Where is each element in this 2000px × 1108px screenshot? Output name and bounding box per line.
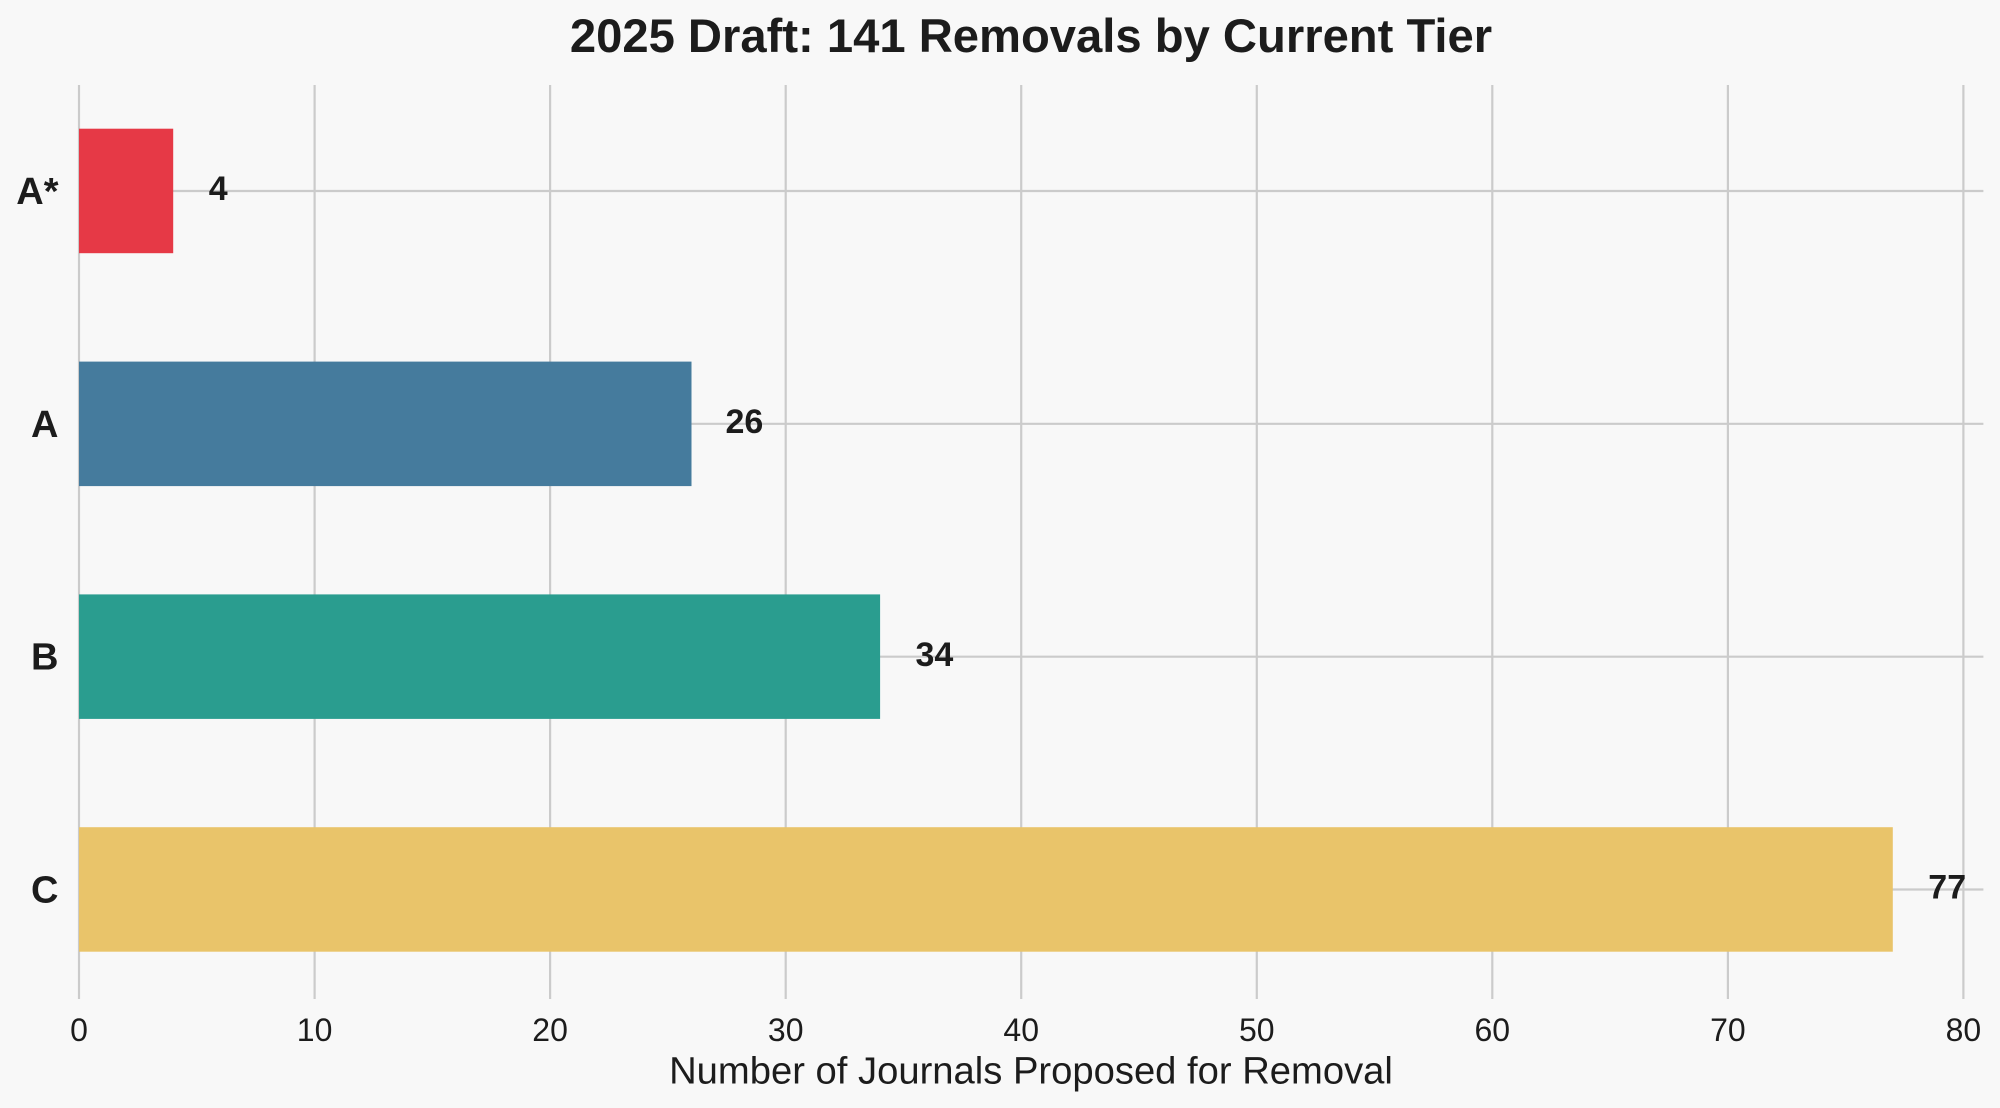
svg-text:Number of Journals Proposed fo: Number of Journals Proposed for Removal — [669, 1050, 1393, 1093]
svg-text:30: 30 — [768, 1012, 804, 1048]
svg-text:20: 20 — [532, 1012, 568, 1048]
svg-text:A: A — [31, 404, 58, 446]
svg-text:50: 50 — [1239, 1012, 1275, 1048]
svg-text:40: 40 — [1003, 1012, 1039, 1048]
svg-text:70: 70 — [1710, 1012, 1746, 1048]
svg-text:80: 80 — [1946, 1012, 1982, 1048]
svg-text:4: 4 — [209, 170, 228, 208]
svg-text:A*: A* — [16, 171, 58, 213]
svg-text:B: B — [31, 637, 58, 679]
svg-text:10: 10 — [297, 1012, 333, 1048]
svg-text:60: 60 — [1475, 1012, 1511, 1048]
svg-text:26: 26 — [726, 403, 764, 441]
svg-text:0: 0 — [70, 1012, 88, 1048]
svg-text:C: C — [31, 870, 58, 912]
svg-text:77: 77 — [1928, 869, 1966, 907]
svg-text:2025 Draft: 141 Removals by Cu: 2025 Draft: 141 Removals by Current Tier — [570, 10, 1492, 63]
svg-text:34: 34 — [916, 636, 954, 674]
